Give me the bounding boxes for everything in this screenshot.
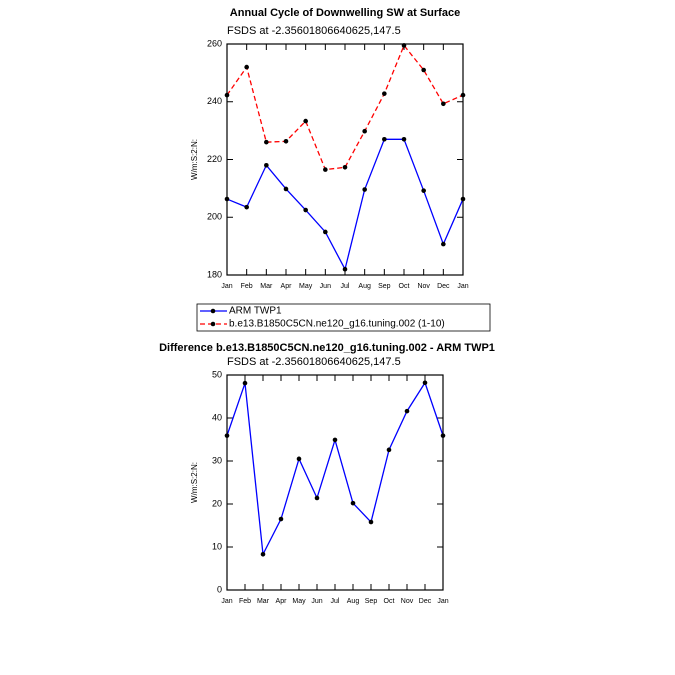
x-tick-label: Mar <box>260 283 273 290</box>
data-point <box>244 64 249 70</box>
data-point <box>278 516 284 522</box>
y-tick-label: 180 <box>207 269 222 279</box>
data-point <box>303 118 308 124</box>
y-tick-label: 30 <box>212 455 222 465</box>
y-axis-label: W/m:S:2:N: <box>190 139 199 180</box>
data-point <box>314 495 320 501</box>
x-tick-label: Apr <box>276 598 288 605</box>
legend-marker <box>210 308 216 314</box>
data-point <box>332 437 338 443</box>
chart-title: Annual Cycle of Downwelling SW at Surfac… <box>230 7 460 19</box>
data-point <box>382 91 387 96</box>
x-tick-label: Jun <box>320 283 331 290</box>
x-tick-label: Feb <box>239 598 251 605</box>
x-tick-label: Nov <box>417 283 430 290</box>
data-point <box>422 380 428 386</box>
y-tick-label: 200 <box>207 212 222 222</box>
data-point <box>283 186 289 192</box>
x-tick-label: Jul <box>331 598 340 605</box>
x-tick-label: Apr <box>281 283 293 290</box>
data-point <box>421 67 426 73</box>
x-tick-label: Oct <box>399 283 410 290</box>
x-tick-label: Jan <box>437 598 448 605</box>
x-tick-label: Dec <box>437 283 450 290</box>
data-point <box>386 447 392 453</box>
legend-box <box>196 303 491 332</box>
data-point <box>283 139 289 144</box>
x-tick-label: Jan <box>221 598 232 605</box>
data-point <box>441 101 446 107</box>
x-tick-label: Dec <box>419 598 432 605</box>
data-point <box>244 204 249 210</box>
x-tick-label: Sep <box>365 598 378 605</box>
data-point <box>264 139 269 145</box>
x-tick-label: May <box>299 283 313 290</box>
data-point <box>264 162 269 168</box>
x-tick-label: May <box>292 598 306 605</box>
y-tick-label: 50 <box>212 369 222 379</box>
y-tick-label: 260 <box>207 38 222 48</box>
y-tick-label: 10 <box>212 541 222 551</box>
x-tick-label: Aug <box>358 283 371 290</box>
chart-title: Difference b.e13.B1850C5CN.ne120_g16.tun… <box>159 342 495 354</box>
plot-frame <box>226 43 464 276</box>
legend-marker <box>210 321 216 327</box>
data-point <box>362 128 367 134</box>
series-line <box>226 381 444 557</box>
y-tick-label: 40 <box>212 412 222 422</box>
y-tick-label: 20 <box>212 498 222 508</box>
data-point <box>368 519 374 525</box>
legend-label: ARM TWP1 <box>229 306 282 317</box>
data-point <box>404 408 410 414</box>
x-tick-label: Jan <box>221 283 232 290</box>
plot-frame <box>226 374 444 591</box>
series-line <box>226 138 464 272</box>
x-tick-label: Aug <box>347 598 360 605</box>
data-point <box>323 167 328 172</box>
data-point <box>260 552 266 557</box>
x-tick-label: Mar <box>257 598 270 605</box>
data-point <box>350 500 356 506</box>
data-point <box>401 136 407 142</box>
series-line <box>226 44 464 171</box>
x-tick-label: Jun <box>311 598 322 605</box>
chart-subtitle: FSDS at -2.35601806640625,147.5 <box>227 25 401 37</box>
chart-subtitle: FSDS at -2.35601806640625,147.5 <box>227 356 401 368</box>
x-tick-label: Jan <box>457 283 468 290</box>
data-point <box>303 207 308 213</box>
data-point <box>342 266 348 272</box>
x-tick-label: Sep <box>378 283 391 290</box>
x-tick-label: Nov <box>401 598 414 605</box>
data-point <box>362 187 367 192</box>
x-tick-label: Jul <box>341 283 350 290</box>
data-point <box>421 188 426 193</box>
x-tick-label: Oct <box>384 598 395 605</box>
y-tick-label: 240 <box>207 96 222 106</box>
data-point <box>441 241 446 247</box>
x-tick-label: Feb <box>241 283 253 290</box>
y-tick-label: 0 <box>217 584 222 594</box>
data-point <box>296 456 302 462</box>
data-point <box>242 380 248 386</box>
data-point <box>342 164 348 170</box>
y-tick-label: 220 <box>207 154 222 164</box>
legend-label: b.e13.B1850C5CN.ne120_g16.tuning.002 (1-… <box>229 319 445 330</box>
data-point <box>382 136 387 142</box>
y-axis-label: W/m:S:2:N: <box>190 462 199 503</box>
data-point <box>323 229 328 235</box>
